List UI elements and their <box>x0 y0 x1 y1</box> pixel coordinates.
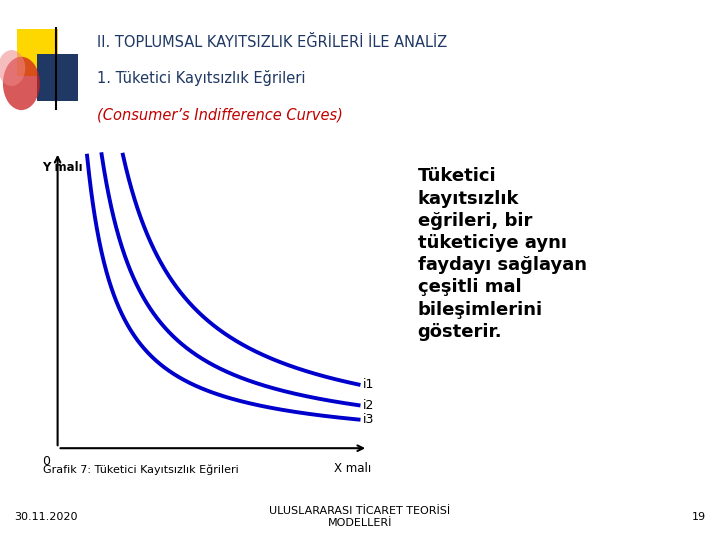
Text: ULUSLARARASI TİCARET TEORİSİ
MODELLERİ: ULUSLARARASI TİCARET TEORİSİ MODELLERİ <box>269 507 451 528</box>
Text: 19: 19 <box>691 512 706 522</box>
Text: Grafik 7: Tüketici Kayıtsızlık Eğrileri: Grafik 7: Tüketici Kayıtsızlık Eğrileri <box>43 464 239 475</box>
Text: 30.11.2020: 30.11.2020 <box>14 512 78 522</box>
Ellipse shape <box>3 57 40 110</box>
Text: 0: 0 <box>42 455 50 468</box>
Text: (Consumer’s Indifference Curves): (Consumer’s Indifference Curves) <box>97 107 343 122</box>
Ellipse shape <box>0 50 25 86</box>
Text: i1: i1 <box>364 378 374 391</box>
Bar <box>17 29 58 76</box>
Text: Y malı: Y malı <box>42 161 82 174</box>
Text: i2: i2 <box>364 399 374 411</box>
Text: X malı: X malı <box>334 462 372 475</box>
Bar <box>37 53 78 101</box>
Text: II. TOPLUMSAL KAYITSIZLIK EĞRİLERİ İLE ANALİZ: II. TOPLUMSAL KAYITSIZLIK EĞRİLERİ İLE A… <box>97 35 447 50</box>
Text: Tüketici
kayıtsızlık
eğrileri, bir
tüketiciye aynı
faydayı sağlayan
çeşitli mal
: Tüketici kayıtsızlık eğrileri, bir tüket… <box>418 167 587 341</box>
Text: 1. Tüketici Kayıtsızlık Eğrileri: 1. Tüketici Kayıtsızlık Eğrileri <box>97 70 306 86</box>
Text: i3: i3 <box>364 413 374 426</box>
